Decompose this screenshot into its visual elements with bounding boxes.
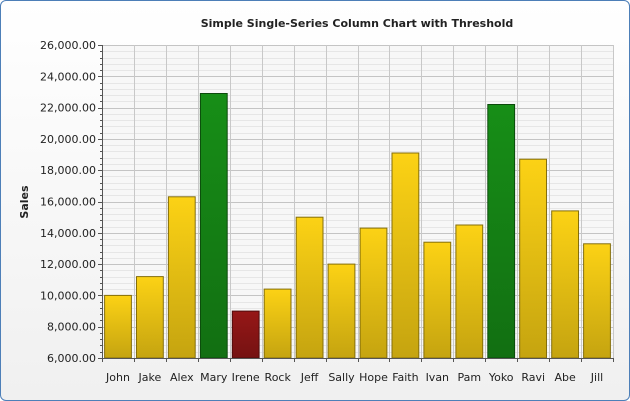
x-tick-labels: John Jake Alex Mary Irene Rock Jeff Sally Hope Fa…	[105, 371, 603, 384]
bar-pam	[455, 224, 484, 359]
bar-sally	[327, 263, 356, 359]
x-tick-label: Rock	[265, 371, 292, 384]
axes	[98, 45, 614, 362]
x-tick-label: Jill	[590, 371, 603, 384]
y-tick-labels: 6,000.00 8,000.00 10,000.00 12,000.00 14,000…	[40, 39, 96, 365]
x-tick-label: Ravi	[521, 371, 545, 384]
bar-irene	[231, 310, 260, 359]
bar-jake	[136, 276, 164, 359]
x-tick-label: Jake	[138, 371, 162, 384]
x-tick-label: Pam	[457, 371, 481, 384]
y-tick-label: 16,000.00	[40, 196, 96, 209]
bar-mary	[199, 93, 228, 359]
x-tick-label: Sally	[328, 371, 355, 384]
bar-jeff	[295, 216, 324, 359]
bar-hope	[359, 227, 388, 359]
x-tick-label: Mary	[200, 371, 228, 384]
y-tick-label: 6,000.00	[47, 352, 96, 365]
y-tick-label: 26,000.00	[40, 39, 96, 52]
x-tick-label: Ivan	[426, 371, 449, 384]
bar-faith	[391, 152, 420, 359]
x-tick-label: Alex	[170, 371, 194, 384]
bar-ivan	[423, 241, 452, 359]
x-tick-label: Hope	[359, 371, 388, 384]
x-tick-label: Faith	[392, 371, 418, 384]
y-tick-label: 22,000.00	[40, 102, 96, 115]
y-tick-label: 14,000.00	[40, 227, 96, 240]
y-tick-label: 10,000.00	[40, 289, 96, 302]
y-tick-label: 12,000.00	[40, 258, 96, 271]
x-tick-label: Jeff	[300, 371, 319, 384]
bar-john	[104, 294, 132, 359]
bar-abe	[551, 210, 580, 359]
y-tick-label: 8,000.00	[47, 321, 96, 334]
bar-yoko	[487, 104, 516, 359]
x-tick-label: Irene	[232, 371, 260, 384]
y-tick-label: 20,000.00	[40, 133, 96, 146]
chart-title: Simple Single-Series Column Chart with T…	[201, 17, 514, 30]
bar-ravi	[519, 158, 548, 359]
x-tick-label: John	[105, 371, 130, 384]
y-tick-label: 18,000.00	[40, 164, 96, 177]
x-tick-label: Abe	[554, 371, 576, 384]
y-tick-label: 24,000.00	[40, 70, 96, 83]
x-tick-label: Yoko	[488, 371, 514, 384]
bar-jill	[583, 243, 611, 359]
bars	[104, 93, 611, 359]
bar-alex	[167, 196, 196, 359]
bar-rock	[263, 288, 292, 359]
y-axis-label: Sales	[18, 185, 31, 219]
